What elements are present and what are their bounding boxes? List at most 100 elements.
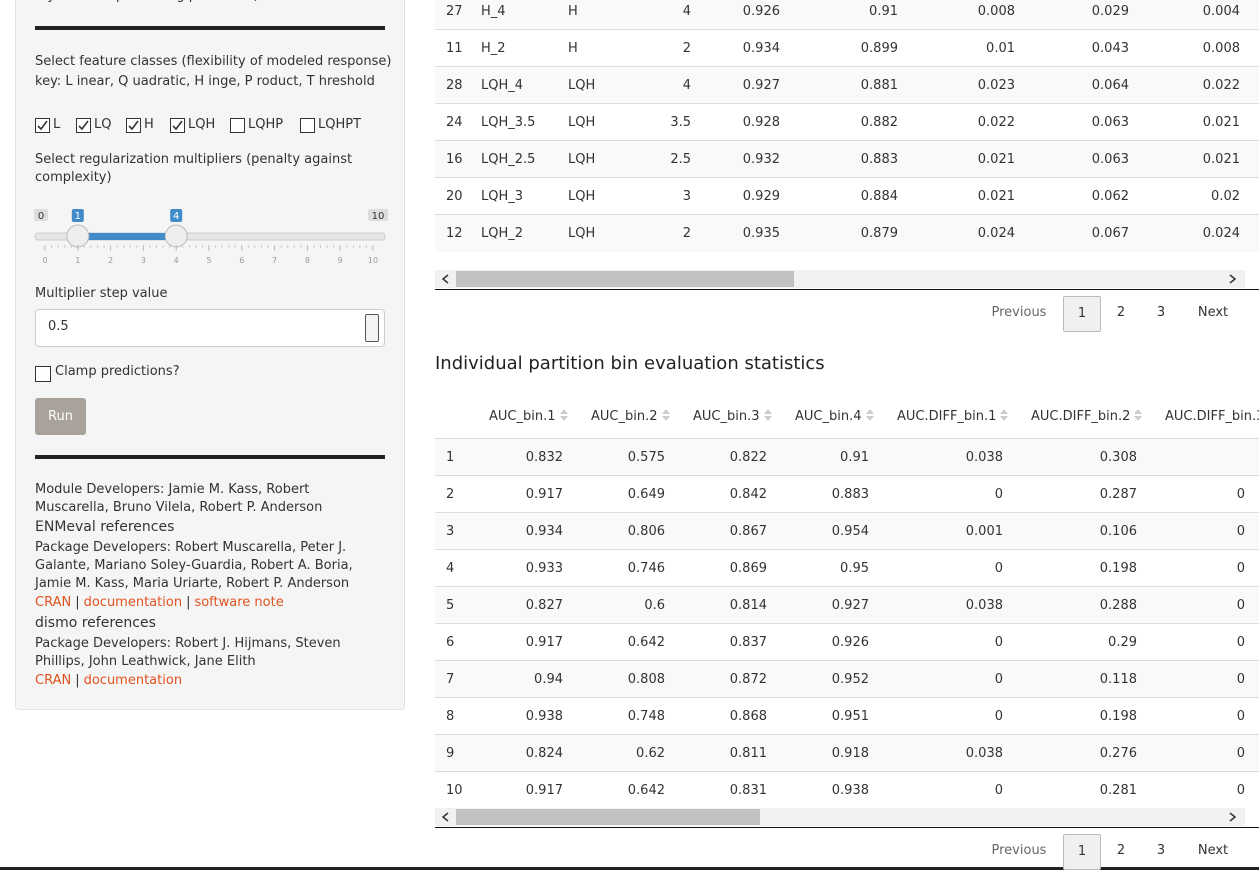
table-cell: 0.868 xyxy=(729,709,767,724)
page-button[interactable]: 3 xyxy=(1156,843,1166,858)
ref-package: dismo xyxy=(35,615,78,631)
table-cell: 0.043 xyxy=(1091,41,1129,56)
ref-package: ENMeval xyxy=(35,519,96,535)
slider-tick-label: 1 xyxy=(75,256,80,265)
ref-heading: dismo references xyxy=(35,615,156,631)
clamp-checkbox[interactable] xyxy=(35,366,51,382)
check-icon xyxy=(37,120,48,131)
page-button[interactable]: 2 xyxy=(1116,843,1126,858)
check-icon xyxy=(78,120,89,131)
spinner[interactable] xyxy=(365,314,379,342)
divider xyxy=(35,455,385,459)
slider-handle xyxy=(164,224,188,248)
table-cell: 0.811 xyxy=(729,746,767,761)
table-row: 3 0.934 0.806 0.867 0.954 0.001 0.106 0 xyxy=(435,512,1259,550)
page-button[interactable]: Next xyxy=(1197,305,1229,320)
slider-tick-label: 6 xyxy=(239,256,244,265)
link[interactable]: CRAN xyxy=(35,673,72,688)
scroll-arrows[interactable] xyxy=(435,270,1255,288)
page-button[interactable]: 2 xyxy=(1116,305,1126,320)
page-button[interactable]: Previous xyxy=(991,843,1047,858)
step-input[interactable]: 0.5 xyxy=(35,309,385,347)
table-cell: 0.308 xyxy=(1099,450,1137,465)
column-header[interactable]: AUC.DIFF_bin.3 xyxy=(1165,409,1259,424)
separator: | xyxy=(75,595,80,610)
table-cell: 0.008 xyxy=(977,4,1015,19)
page-button[interactable]: Next xyxy=(1197,843,1229,858)
table-cell: 0.021 xyxy=(977,189,1015,204)
scroll-arrows[interactable] xyxy=(435,808,1255,826)
table-cell: 0.024 xyxy=(1202,226,1240,241)
table-cell: 0.929 xyxy=(742,189,780,204)
table-cell: 0.004 xyxy=(1202,4,1240,19)
table-cell: 2 xyxy=(682,226,691,241)
table-cell: 4 xyxy=(446,561,455,576)
table-row: 10 0.917 0.642 0.831 0.938 0 0.281 0 xyxy=(435,771,1259,809)
slider-tick-label: 8 xyxy=(305,256,310,265)
table-cell: 0.934 xyxy=(525,524,563,539)
checkbox-label: LQHP xyxy=(248,117,284,132)
table-cell: 0.022 xyxy=(977,115,1015,130)
column-header[interactable]: AUC_bin.3 xyxy=(693,408,772,424)
table-cell: 0.62 xyxy=(636,746,665,761)
table-cell: 2.5 xyxy=(670,152,691,167)
table-cell: LQH xyxy=(568,189,596,204)
table-cell: 0.917 xyxy=(525,783,563,798)
sort-up xyxy=(661,409,670,414)
sort-down xyxy=(763,416,772,421)
link[interactable]: software note xyxy=(194,595,284,610)
slider[interactable]: 0 10 1 4 0 1 2 3 4 5 6 7 8 9 10 xyxy=(25,207,405,267)
checkbox[interactable] xyxy=(300,118,315,133)
slider-value-label: 1 xyxy=(75,211,81,222)
table-cell: 7 xyxy=(446,672,455,687)
column-header[interactable]: AUC.DIFF_bin.1 xyxy=(897,408,1009,424)
link[interactable]: documentation xyxy=(83,673,183,688)
column-header[interactable]: AUC_bin.4 xyxy=(795,408,874,424)
run-button[interactable]: Run xyxy=(35,398,86,435)
checkbox[interactable] xyxy=(126,118,141,133)
checkbox[interactable] xyxy=(170,118,185,133)
column-header[interactable]: AUC.DIFF_bin.2 xyxy=(1031,408,1143,424)
table-cell: 0.872 xyxy=(729,672,767,687)
page-button[interactable]: 3 xyxy=(1156,305,1166,320)
table-cell: 20 xyxy=(446,189,463,204)
checkbox[interactable] xyxy=(230,118,245,133)
scrollbar-thumb[interactable] xyxy=(456,271,794,287)
scrollbar-thumb[interactable] xyxy=(456,809,760,825)
table-cell: 0.649 xyxy=(627,487,665,502)
checkbox[interactable] xyxy=(76,118,91,133)
page-button[interactable]: Previous xyxy=(991,305,1047,320)
table-cell: 0.814 xyxy=(729,598,767,613)
table-cell: LQH_3 xyxy=(481,189,524,204)
table-cell: 0.952 xyxy=(831,672,869,687)
table-cell: 0.02 xyxy=(1211,189,1240,204)
ref-links: CRAN | documentation | software note xyxy=(35,595,284,610)
table-cell: 0 xyxy=(1236,783,1245,798)
table-cell: 0.008 xyxy=(1202,41,1240,56)
table-cell: LQH_3.5 xyxy=(481,115,536,130)
table-row: 28 LQH_4 LQH 4 0.927 0.881 0.023 0.064 0.022 xyxy=(435,66,1259,104)
table-cell: LQH_4 xyxy=(481,78,524,93)
table-cell: 0.575 xyxy=(627,450,665,465)
page-button[interactable]: 1 xyxy=(1063,296,1101,332)
sort-up xyxy=(763,409,772,414)
link[interactable]: documentation xyxy=(83,595,183,610)
table-cell: 0.879 xyxy=(860,226,898,241)
checkbox[interactable] xyxy=(35,118,50,133)
table-row: 6 0.917 0.642 0.837 0.926 0 0.29 0 xyxy=(435,623,1259,661)
table-cell: 0.954 xyxy=(831,524,869,539)
table-cell: 3 xyxy=(446,524,455,539)
column-header[interactable]: AUC_bin.1 xyxy=(489,408,568,424)
ref-heading: ENMeval references xyxy=(35,519,174,535)
slider-tick-label: 7 xyxy=(272,256,277,265)
sort-icon xyxy=(763,409,772,421)
table-cell: 0.938 xyxy=(525,709,563,724)
link[interactable]: CRAN xyxy=(35,595,72,610)
column-header[interactable]: AUC_bin.2 xyxy=(591,408,670,424)
checkbox-label: LQ xyxy=(94,117,112,132)
table-cell: 5 xyxy=(446,598,455,613)
check xyxy=(78,120,89,131)
check xyxy=(128,120,139,131)
ref-suffix: references xyxy=(77,615,156,631)
table-cell: 24 xyxy=(446,115,463,130)
